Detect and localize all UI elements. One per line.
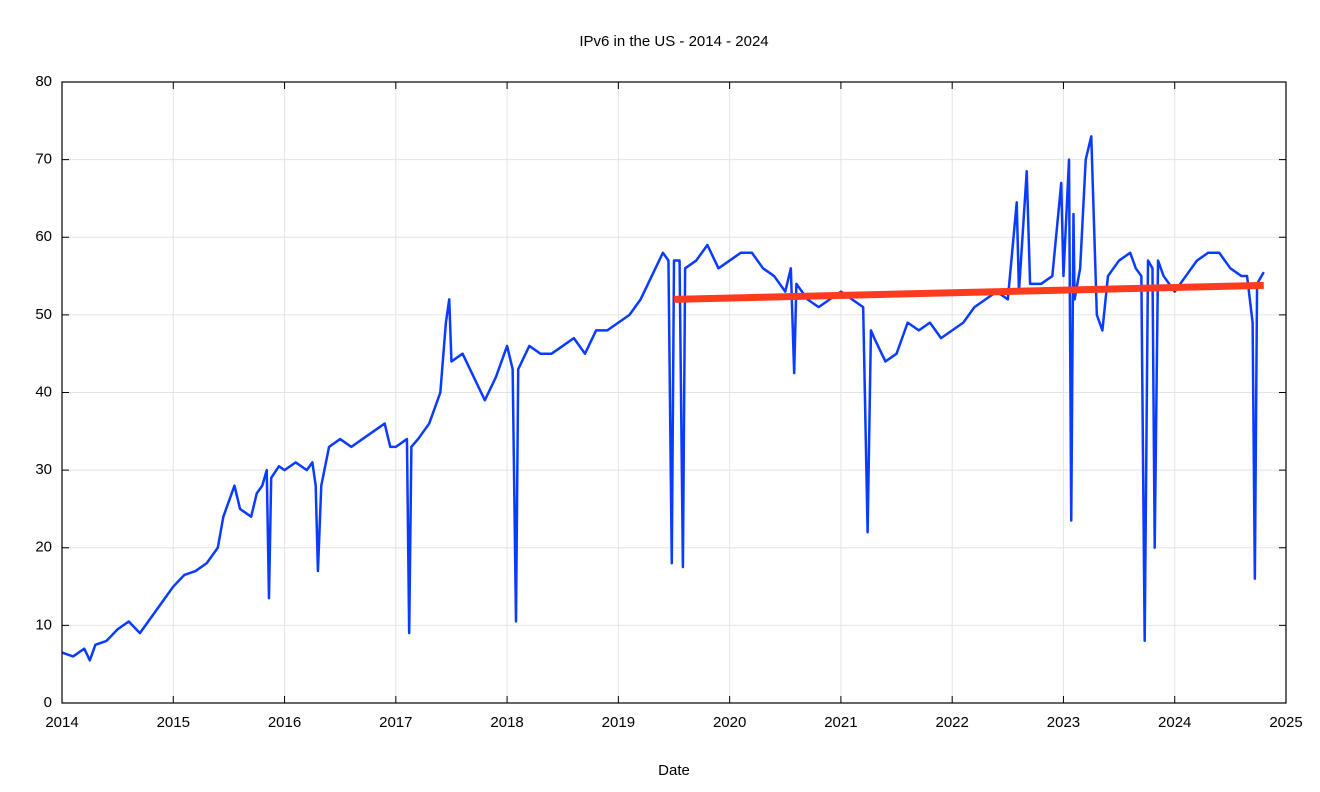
x-tick-label: 2015 bbox=[157, 714, 190, 731]
x-axis-label: Date bbox=[658, 762, 690, 779]
x-tick-label: 2025 bbox=[1269, 714, 1302, 731]
y-tick-label: 30 bbox=[35, 461, 52, 478]
x-tick-label: 2016 bbox=[268, 714, 301, 731]
trend-line bbox=[673, 281, 1264, 303]
x-tick-label: 2017 bbox=[379, 714, 412, 731]
y-tick-label: 40 bbox=[35, 383, 52, 400]
x-tick-label: 2014 bbox=[45, 714, 78, 731]
x-tick-label: 2018 bbox=[490, 714, 523, 731]
x-tick-label: 2023 bbox=[1047, 714, 1080, 731]
chart-title: IPv6 in the US - 2014 - 2024 bbox=[579, 33, 768, 50]
plot-frame bbox=[61, 81, 1287, 704]
data-line bbox=[61, 135, 1265, 662]
y-tick-label: 50 bbox=[35, 306, 52, 323]
x-tick-label: 2024 bbox=[1158, 714, 1191, 731]
y-tick-label: 0 bbox=[44, 694, 52, 711]
y-tick-label: 20 bbox=[35, 539, 52, 556]
x-tick-label: 2021 bbox=[824, 714, 857, 731]
y-tick-label: 80 bbox=[35, 73, 52, 90]
x-tick-label: 2019 bbox=[602, 714, 635, 731]
y-tick-label: 60 bbox=[35, 228, 52, 245]
y-tick-label: 70 bbox=[35, 151, 52, 168]
x-tick-label: 2020 bbox=[713, 714, 746, 731]
y-tick-label: 10 bbox=[35, 616, 52, 633]
x-tick-label: 2022 bbox=[935, 714, 968, 731]
